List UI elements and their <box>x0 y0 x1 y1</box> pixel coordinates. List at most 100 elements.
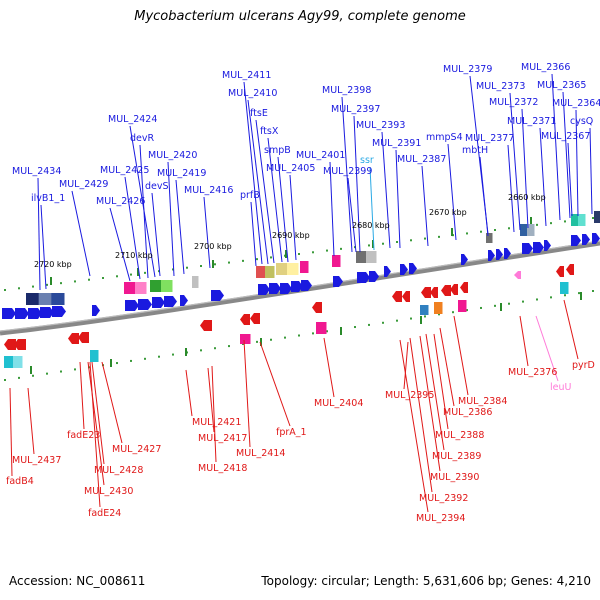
label-mul-2394: MUL_2394 <box>416 513 465 524</box>
label-fadb4-leader <box>9 387 13 477</box>
label-mul-2379-leader <box>469 75 489 235</box>
label-mul-2430: MUL_2430 <box>84 486 133 497</box>
label-mul-2366: MUL_2366 <box>521 62 570 73</box>
lower-ruler-dot <box>536 298 538 301</box>
label-mul-2416: MUL_2416 <box>184 185 233 196</box>
label-mul-2419-leader <box>175 179 185 275</box>
feature-block <box>520 224 528 236</box>
feature-block <box>51 293 65 305</box>
lower-ruler-dot <box>284 336 286 339</box>
lower-ruler-dot <box>550 296 552 299</box>
ruler-tick <box>340 327 342 335</box>
upper-ruler-dot <box>382 242 384 245</box>
lower-ruler-dot <box>480 306 482 309</box>
lower-ruler-dot <box>4 379 6 381</box>
label-mul-2394-leader <box>399 339 429 513</box>
label-mul-2426: MUL_2426 <box>96 196 145 207</box>
label-mul-2365: MUL_2365 <box>537 80 586 91</box>
label-fade23: fadE23 <box>67 430 100 441</box>
ruler-tick <box>212 260 214 268</box>
upper-ruler-dot <box>102 277 104 279</box>
lower-ruler-dot <box>214 347 216 350</box>
label-prfb: prfB <box>240 190 260 201</box>
upper-ruler-dot <box>536 223 538 226</box>
lower-ruler-dot <box>298 334 300 337</box>
label-mul-2379: MUL_2379 <box>443 64 492 75</box>
lower-ruler-dot <box>438 313 440 316</box>
forward-gene-arrow <box>15 308 29 319</box>
upper-ruler-dot <box>312 251 314 254</box>
label-mbth: mbtH <box>462 145 488 156</box>
label-fpra-1-leader <box>259 341 291 427</box>
label-mul-2372-leader <box>521 108 529 229</box>
label-mul-2429: MUL_2429 <box>59 179 108 190</box>
label-mul-2418-leader <box>211 365 217 463</box>
lower-ruler-dot <box>158 355 160 358</box>
forward-gene-arrow <box>291 281 303 292</box>
label-pyrd-leader <box>563 299 579 360</box>
reverse-gene-arrow <box>68 333 79 344</box>
lower-ruler-dot <box>172 353 174 356</box>
label-leuu-leader <box>535 315 559 382</box>
forward-gene-arrow <box>269 283 281 294</box>
upper-ruler-dot <box>396 241 398 243</box>
label-mul-2404-leader <box>323 337 335 398</box>
lower-ruler-dot <box>74 368 76 371</box>
label-mul-2424: MUL_2424 <box>108 114 157 125</box>
ruler-tick <box>137 268 139 276</box>
label-ftse: ftsE <box>250 108 268 119</box>
label-mul-2391-leader <box>395 149 401 249</box>
label-mul-2411-leader <box>243 81 263 265</box>
forward-gene-arrow <box>504 248 511 259</box>
label-fade24-leader <box>89 361 101 508</box>
upper-ruler-dot <box>256 258 258 261</box>
label-mul-2434: MUL_2434 <box>12 166 61 177</box>
forward-gene-arrow <box>152 297 165 308</box>
forward-gene-arrow <box>592 233 600 244</box>
forward-gene-arrow <box>164 296 177 307</box>
upper-ruler-dot <box>242 259 244 262</box>
scale-label: 2670 kbp <box>429 208 467 217</box>
ruler-tick <box>50 277 52 285</box>
forward-gene-arrow <box>357 272 370 283</box>
reverse-gene-arrow <box>556 266 564 277</box>
lower-ruler-dot <box>354 326 356 329</box>
label-mul-2376: MUL_2376 <box>508 367 557 378</box>
scale-label: 2680 kbp <box>352 221 390 230</box>
forward-gene-arrow <box>384 266 391 277</box>
label-prfb-leader <box>250 201 257 267</box>
lower-ruler-dot <box>270 338 272 341</box>
lower-ruler-dot <box>116 362 118 365</box>
upper-ruler-dot <box>326 249 328 252</box>
label-ftse-leader <box>255 119 275 264</box>
label-mul-2395: MUL_2395 <box>385 390 434 401</box>
label-mul-2393-leader <box>381 131 391 249</box>
figure-title: Mycobacterium ulcerans Agy99, complete g… <box>134 9 466 24</box>
feature-block <box>316 322 327 334</box>
feature-block <box>332 255 341 267</box>
feature-block <box>256 266 266 278</box>
upper-ruler-dot <box>228 261 230 264</box>
ruler-tick <box>372 240 374 248</box>
label-mul-2399-leader <box>347 177 357 253</box>
lower-ruler-dot <box>424 315 426 318</box>
lower-ruler-dot <box>46 372 48 375</box>
upper-ruler-dot <box>480 230 482 233</box>
label-devr: devR <box>130 133 154 144</box>
feature-block <box>38 293 52 305</box>
label-mul-2384: MUL_2384 <box>458 396 507 407</box>
forward-gene-arrow <box>40 307 54 318</box>
label-mul-2388-leader <box>433 333 449 430</box>
feature-block <box>527 224 535 236</box>
label-mul-2428: MUL_2428 <box>94 465 143 476</box>
upper-ruler-dot <box>74 280 76 283</box>
feature-block <box>13 356 23 368</box>
upper-ruler-dot <box>186 266 188 269</box>
upper-ruler-dot <box>88 278 90 281</box>
rrna-arrow <box>514 271 521 279</box>
label-mul-2387-leader <box>421 165 429 247</box>
feature-block <box>458 300 467 312</box>
label-mul-2410: MUL_2410 <box>228 88 277 99</box>
upper-ruler-dot <box>158 270 160 273</box>
